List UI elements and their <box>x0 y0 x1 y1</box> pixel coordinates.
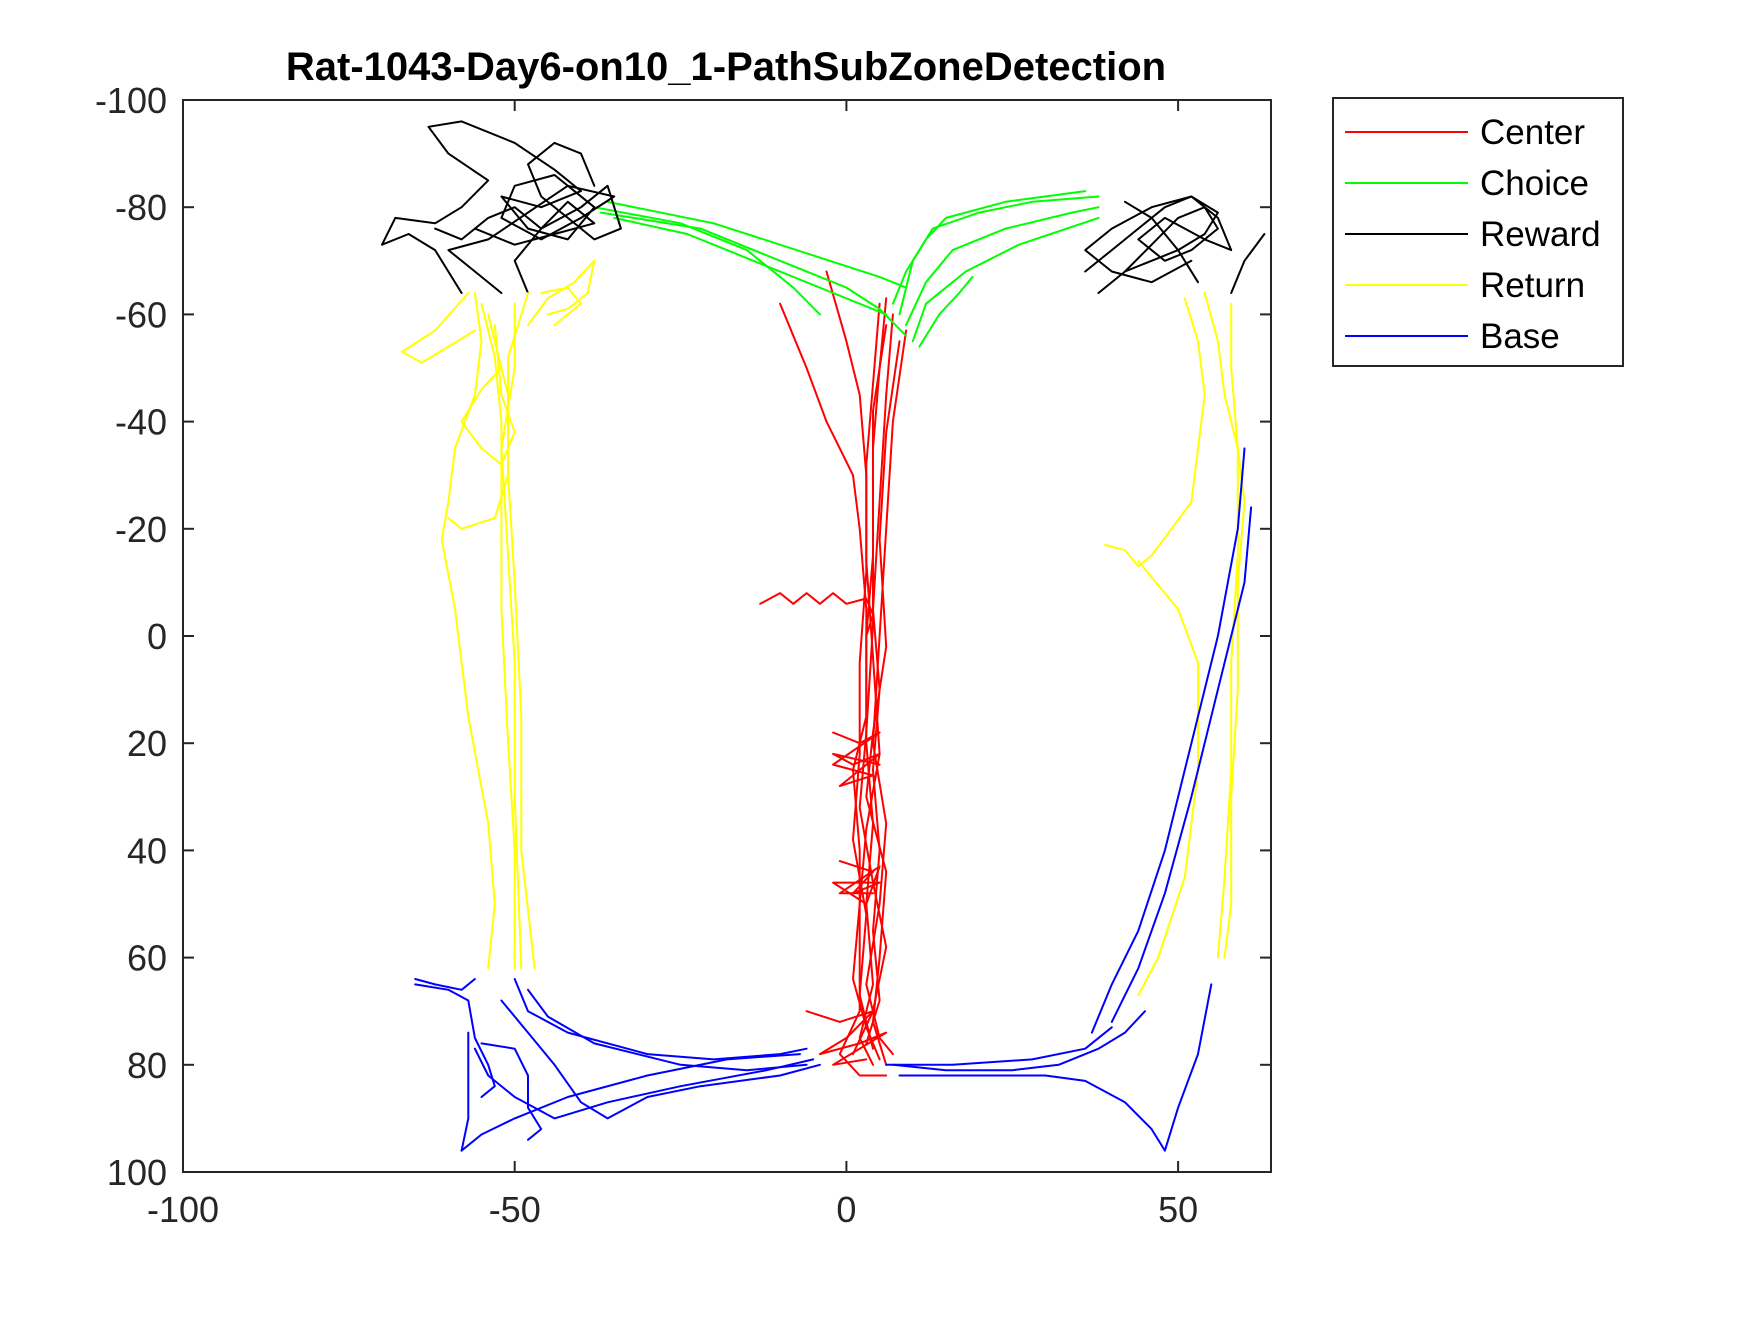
path-choice <box>593 206 821 316</box>
y-tick-label: -60 <box>115 294 167 335</box>
path-choice <box>613 216 888 316</box>
legend-entry-reward: Reward <box>1345 215 1601 254</box>
y-tick-label: -20 <box>115 509 167 550</box>
legend-entry-choice: Choice <box>1345 164 1589 203</box>
path-return <box>460 324 516 466</box>
path-reward <box>434 200 596 246</box>
path-base <box>1163 983 1213 1152</box>
y-tick-label: 80 <box>127 1045 167 1086</box>
path-base <box>1090 447 1246 1034</box>
path-reward <box>381 120 616 294</box>
path-choice <box>891 190 1087 305</box>
path-center <box>865 313 894 1045</box>
x-tick-label: 0 <box>836 1189 856 1230</box>
path-return <box>400 292 476 364</box>
path-reward <box>1230 233 1266 294</box>
path-center <box>832 860 881 905</box>
legend-entries: Center Choice Reward Return Base <box>1345 113 1601 356</box>
path-return <box>507 292 536 970</box>
y-tick-label: 60 <box>127 938 167 979</box>
path-reward <box>1084 195 1219 273</box>
path-return <box>1203 292 1246 959</box>
series-return <box>400 259 1246 997</box>
path-return <box>440 292 496 970</box>
path-base <box>527 988 808 1072</box>
path-choice <box>911 216 1100 343</box>
chart-title: Rat-1043-Day6-on10_1-PathSubZoneDetectio… <box>286 45 1166 89</box>
path-choice <box>606 200 908 289</box>
path-base <box>500 999 821 1120</box>
path-return <box>527 259 596 327</box>
legend-label: Return <box>1480 266 1585 305</box>
path-choice <box>898 195 1100 316</box>
x-tick-label: -100 <box>147 1189 219 1230</box>
path-center <box>865 340 901 1066</box>
path-base <box>460 1031 470 1152</box>
y-axis: -100 -80 -60 -40 -20 0 20 40 60 80 100 <box>95 80 1271 1193</box>
path-return <box>500 302 523 970</box>
path-center <box>852 324 888 1056</box>
x-tick-label: 50 <box>1158 1189 1198 1230</box>
path-base <box>898 1074 1166 1152</box>
y-tick-label: -100 <box>95 80 167 121</box>
path-center <box>825 270 874 1050</box>
path-choice <box>905 206 1100 327</box>
series-base <box>414 447 1253 1152</box>
path-return <box>540 286 582 327</box>
legend: Center Choice Reward Return Base <box>1332 97 1624 367</box>
path-choice <box>918 275 974 348</box>
path-return <box>447 313 510 530</box>
y-tick-label: 20 <box>127 723 167 764</box>
legend-entry-base: Base <box>1345 317 1560 356</box>
legend-label: Choice <box>1480 164 1589 203</box>
path-center <box>832 731 881 788</box>
path-base <box>414 978 476 991</box>
y-tick-label: 40 <box>127 830 167 871</box>
legend-entry-return: Return <box>1345 266 1585 305</box>
path-base <box>885 1026 1113 1066</box>
legend-box <box>1332 97 1624 367</box>
path-reward <box>1124 200 1199 284</box>
x-axis: -100 -50 0 50 <box>147 100 1198 1230</box>
y-tick-label: -80 <box>115 187 167 228</box>
path-base <box>1110 506 1253 1023</box>
legend-label: Base <box>1480 317 1560 356</box>
path-base <box>414 983 496 1098</box>
path-return <box>480 302 516 970</box>
path-base <box>891 1010 1146 1072</box>
x-tick-label: -50 <box>489 1189 541 1230</box>
legend-entry-center: Center <box>1345 113 1585 152</box>
path-center <box>805 1010 888 1066</box>
path-reward <box>513 141 622 294</box>
path-return <box>1104 297 1206 568</box>
series-reward <box>381 120 1266 294</box>
legend-label: Reward <box>1480 215 1601 254</box>
axes-frame <box>182 99 1272 1173</box>
path-base <box>473 1047 815 1120</box>
path-center <box>759 592 874 637</box>
y-tick-label: -40 <box>115 402 167 443</box>
legend-label: Center <box>1480 113 1585 152</box>
series-choice <box>593 190 1100 348</box>
series-center <box>759 270 908 1077</box>
path-return <box>1216 302 1239 959</box>
y-tick-label: 100 <box>107 1152 167 1193</box>
y-tick-label: 0 <box>147 616 167 657</box>
path-base <box>513 978 808 1061</box>
path-base <box>460 1053 801 1152</box>
path-base <box>480 1042 543 1141</box>
plot-area <box>381 120 1266 1152</box>
path-reward <box>1084 195 1233 294</box>
